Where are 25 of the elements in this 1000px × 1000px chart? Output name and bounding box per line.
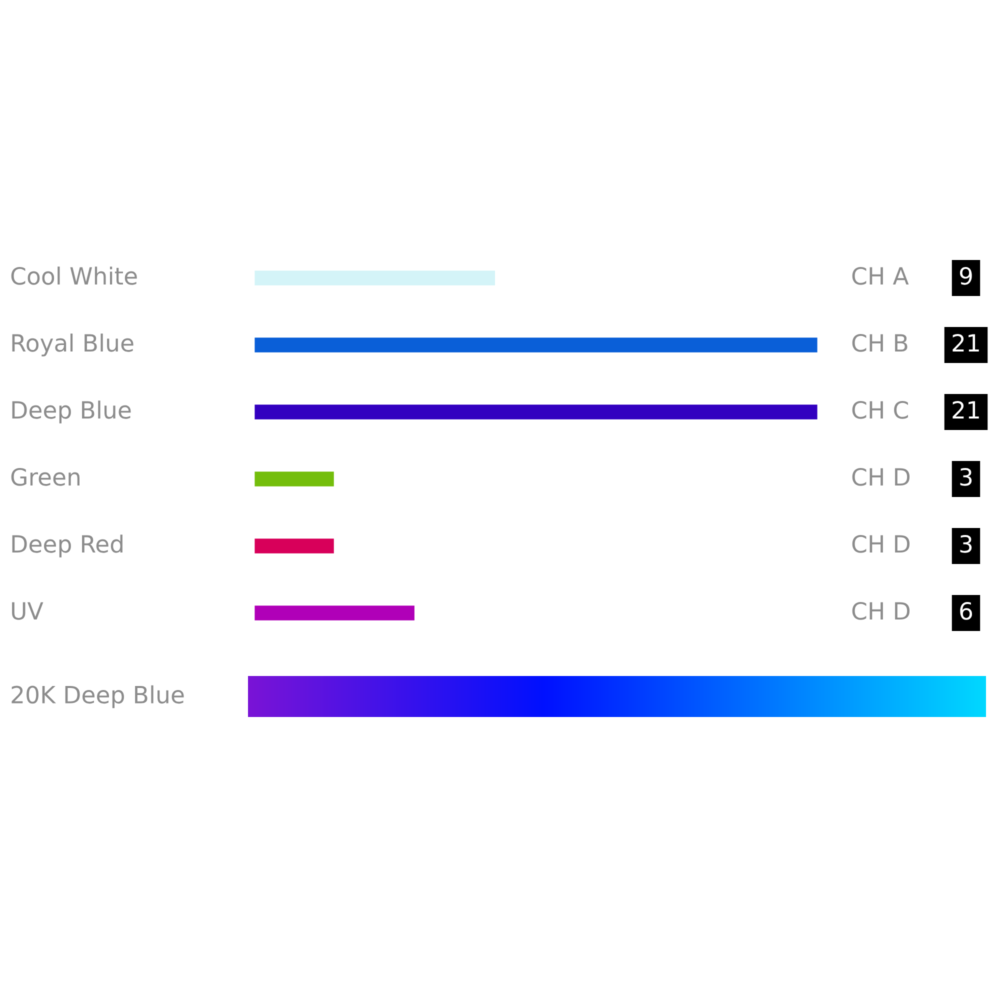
bar xyxy=(254,537,336,555)
data-label: 21 xyxy=(952,334,979,352)
text: CH D xyxy=(852,468,910,486)
text: CH D xyxy=(852,602,910,620)
bar xyxy=(254,604,416,622)
y-tick-label: Green xyxy=(11,468,80,486)
data-label: 6 xyxy=(960,602,972,620)
text: CH D xyxy=(852,534,910,553)
bar xyxy=(254,470,336,488)
bar xyxy=(254,403,818,421)
data-label: 3 xyxy=(960,468,972,486)
y-tick-label: Cool White xyxy=(11,266,137,285)
text: CH B xyxy=(852,334,908,352)
y-tick-label: Deep Blue xyxy=(12,400,131,424)
text: CH C xyxy=(852,400,908,419)
y-tick-label: Deep Red xyxy=(12,534,122,558)
bar xyxy=(254,269,496,287)
bar xyxy=(254,336,818,354)
y-tick-label: UV xyxy=(12,602,44,620)
data-label: 21 xyxy=(952,400,979,419)
text: 20K Deep Blue xyxy=(12,685,184,708)
data-label: 9 xyxy=(960,266,972,285)
data-label: 3 xyxy=(960,534,972,553)
text: CH A xyxy=(852,266,909,285)
y-tick-label: Royal Blue xyxy=(12,334,134,356)
